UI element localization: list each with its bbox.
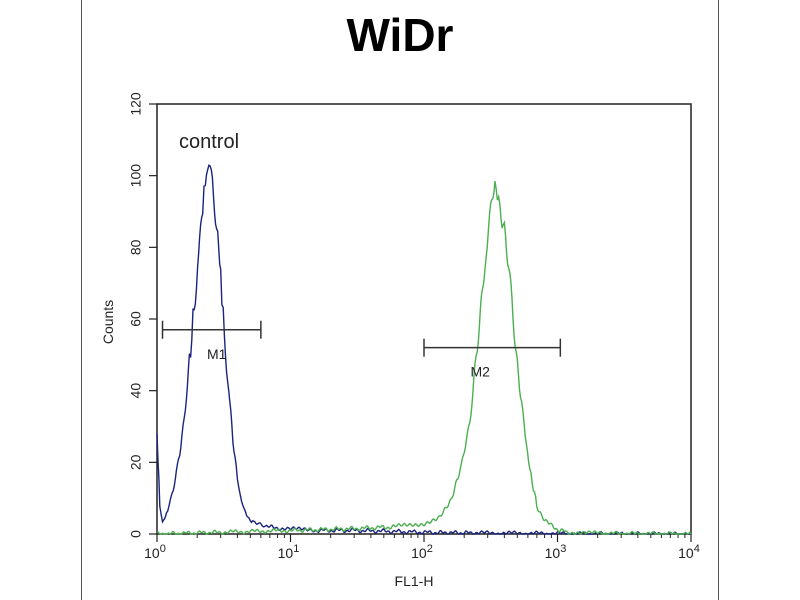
y-tick-label: 120 [128, 92, 144, 116]
axes: 0 20 40 60 80 100 120 100 101 102 103 104 FL1-H Count… [100, 92, 700, 589]
y-tick-label: 60 [128, 311, 144, 327]
y-axis-title: Counts [100, 300, 116, 344]
x-tick-label: 101 [278, 543, 300, 561]
x-tick-label: 104 [678, 543, 700, 561]
y-tick-label: 20 [128, 454, 144, 470]
y-tick-label: 0 [128, 530, 144, 538]
marker-label-m2: M2 [470, 364, 490, 380]
series-layer [156, 164, 692, 535]
control-series-line [156, 164, 692, 535]
y-tick-label: 100 [128, 164, 144, 188]
sample-series-line [156, 180, 692, 535]
y-tick-label: 80 [128, 239, 144, 255]
control-label: control [179, 131, 239, 153]
x-tick-label: 103 [545, 543, 567, 561]
marker-label-m1: M1 [207, 346, 227, 362]
x-tick-label: 102 [411, 543, 433, 561]
annotation-layer: control M1 M2 [161, 131, 562, 380]
x-tick-label: 100 [144, 543, 166, 561]
y-tick-label: 40 [128, 383, 144, 399]
chart-title: WiDr [346, 9, 454, 61]
x-axis-title: FL1-H [395, 573, 434, 589]
figure-frame [81, 0, 719, 600]
